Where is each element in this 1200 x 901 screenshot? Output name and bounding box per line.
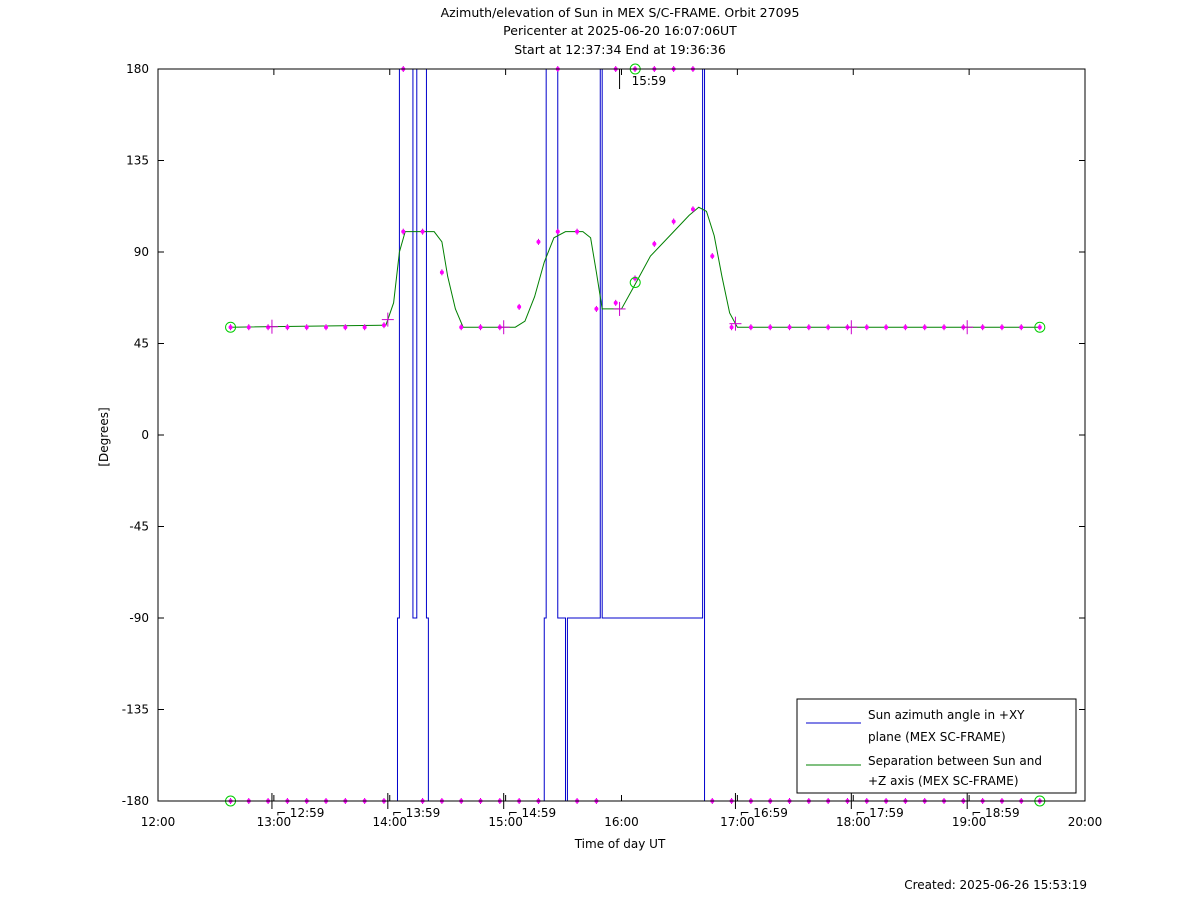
separation-sample-point xyxy=(787,325,792,330)
time-marker-label: ⌐ 18:59 xyxy=(971,806,1019,820)
plot-frame xyxy=(157,68,1086,802)
series-line-azimuth xyxy=(230,68,1040,802)
time-marker-label: ⌐ 14:59 xyxy=(508,806,556,820)
separation-sample-point xyxy=(826,325,831,330)
time-marker-label: ⌐ 17:59 xyxy=(855,806,903,820)
separation-sample-point xyxy=(343,325,348,330)
legend-label-azimuth-line2: plane (MEX SC-FRAME) xyxy=(868,730,1006,744)
legend-label-separation-line1: Separation between Sun and xyxy=(868,754,1042,768)
separation-sample-point xyxy=(285,325,290,330)
axis-layer: 12:00 13:00 14:00 15:00 16:00 17:00 18:00 19:00… xyxy=(122,62,1103,829)
time-marker-label: ⌐ 16:59 xyxy=(739,806,787,820)
time-marker-label: ⌐ 13:59 xyxy=(392,806,440,820)
separation-sample-point xyxy=(381,323,386,328)
chart-title-line2: Pericenter at 2025-06-20 16:07:06UT xyxy=(503,23,737,38)
separation-sample-point xyxy=(459,325,464,330)
x-tick-label: 16:00 xyxy=(604,815,639,829)
separation-sample-point xyxy=(671,219,676,224)
chart-title-line1: Azimuth/elevation of Sun in MEX S/C-FRAM… xyxy=(441,5,800,20)
x-tick-label: 14:00 xyxy=(372,815,407,829)
separation-sample-point xyxy=(401,229,406,234)
separation-sample-point xyxy=(246,325,251,330)
marker-layer: ⌐ 12:59 ⌐ 13:59 ⌐ 14:59 15:59 ⌐ 16:59 ⌐ 17:59… xyxy=(225,63,1046,820)
chart-title-line3: Start at 12:37:34 End at 19:36:36 xyxy=(514,42,726,57)
end-point xyxy=(1034,321,1046,333)
y-tick-label: 0 xyxy=(141,428,149,442)
separation-sample-point xyxy=(304,325,309,330)
legend-box xyxy=(796,698,1077,794)
separation-sample-point xyxy=(1019,325,1024,330)
separation-sample-point xyxy=(555,229,560,234)
y-axis-label: [Degrees] xyxy=(97,407,111,466)
separation-sample-point xyxy=(324,325,329,330)
separation-sample-point xyxy=(478,325,483,330)
separation-sample-point xyxy=(942,325,947,330)
separation-sample-point xyxy=(768,325,773,330)
separation-sample-point xyxy=(748,325,753,330)
separation-sample-point xyxy=(439,270,444,275)
pericenter-point xyxy=(629,277,641,288)
separation-sample-point xyxy=(575,229,580,234)
legend: Sun azimuth angle in +XY plane (MEX SC-F… xyxy=(796,698,1077,794)
separation-sample-point xyxy=(1037,325,1042,330)
x-tick-label: 19:00 xyxy=(952,815,987,829)
separation-sample-point xyxy=(266,325,271,330)
separation-sample-point xyxy=(228,325,233,330)
separation-sample-point xyxy=(922,325,927,330)
separation-sample-point xyxy=(729,325,734,330)
y-tick-label: 180 xyxy=(126,62,149,76)
y-tick-label: 90 xyxy=(134,245,149,259)
separation-sample-point xyxy=(710,254,715,259)
x-tick-label: 20:00 xyxy=(1068,815,1103,829)
x-tick-label: 15:00 xyxy=(488,815,523,829)
x-tick-label: 13:00 xyxy=(257,815,292,829)
separation-sample-point xyxy=(536,239,541,244)
separation-sample-point xyxy=(517,304,522,309)
y-tick-label: -90 xyxy=(129,611,149,625)
y-tick-label: -135 xyxy=(122,703,149,717)
legend-label-separation-line2: +Z axis (MEX SC-FRAME) xyxy=(868,774,1019,788)
separation-sample-point xyxy=(864,325,869,330)
y-tick-label: 45 xyxy=(134,337,149,351)
separation-sample-point xyxy=(884,325,889,330)
separation-sample-point xyxy=(420,229,425,234)
separation-sample-point xyxy=(594,306,599,311)
legend-label-azimuth-line1: Sun azimuth angle in +XY xyxy=(868,708,1025,722)
series-layer xyxy=(230,68,1040,802)
x-tick-label: 12:00 xyxy=(141,815,176,829)
time-marker-label: ⌐ 12:59 xyxy=(276,806,324,820)
y-tick-label: 135 xyxy=(126,154,149,168)
separation-sample-point xyxy=(690,207,695,212)
x-tick-label: 18:00 xyxy=(836,815,871,829)
created-timestamp: Created: 2025-06-26 15:53:19 xyxy=(904,878,1087,892)
separation-sample-point xyxy=(613,300,618,305)
separation-sample-point xyxy=(652,241,657,246)
start-point xyxy=(225,321,237,333)
time-marker-label: 15:59 xyxy=(632,74,667,88)
separation-sample-point xyxy=(980,325,985,330)
plot-area: ⌐ 12:59 ⌐ 13:59 ⌐ 14:59 15:59 ⌐ 16:59 ⌐ 17:59… xyxy=(225,63,1046,820)
y-tick-label: -45 xyxy=(129,520,149,534)
x-tick-label: 17:00 xyxy=(720,815,755,829)
separation-sample-point xyxy=(362,325,367,330)
separation-sample-point xyxy=(806,325,811,330)
separation-sample-point xyxy=(999,325,1004,330)
y-tick-label: -180 xyxy=(122,794,149,808)
separation-sample-point xyxy=(903,325,908,330)
series-line-separation xyxy=(230,206,1040,328)
x-axis-label: Time of day UT xyxy=(574,837,666,851)
